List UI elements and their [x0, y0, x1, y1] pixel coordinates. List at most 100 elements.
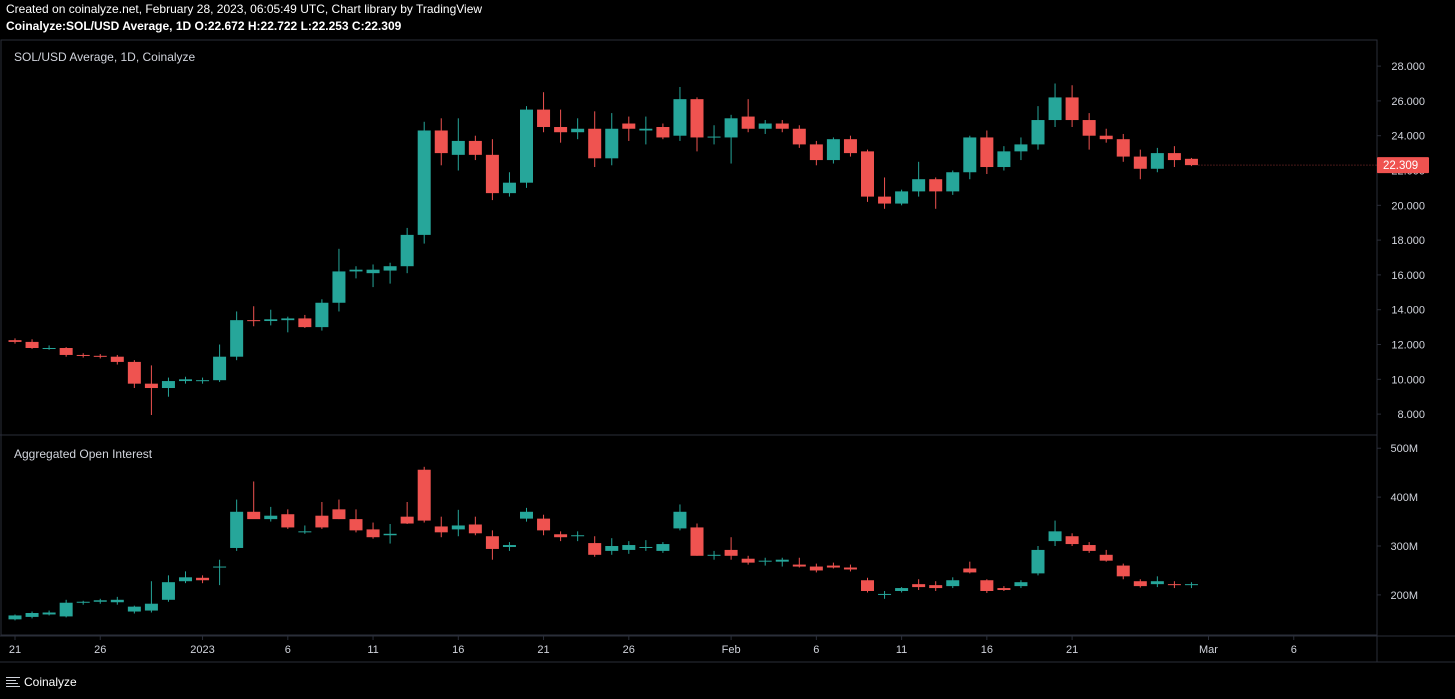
price-candle — [1116, 139, 1130, 157]
oi-candle — [264, 515, 278, 520]
time-axis-tick-label: Feb — [722, 644, 741, 656]
price-candle — [843, 139, 857, 154]
price-candle — [656, 127, 670, 138]
oi-candle — [792, 564, 806, 567]
oi-candle — [298, 531, 312, 533]
price-candle — [161, 381, 175, 389]
price-candle — [1082, 120, 1096, 136]
oi-candle — [1031, 549, 1045, 574]
menu-icon[interactable] — [6, 677, 20, 687]
price-candle — [520, 109, 533, 183]
time-axis-tick-label: 11 — [367, 644, 378, 656]
price-candle — [1065, 97, 1079, 121]
oi-candle — [485, 536, 499, 549]
price-candle — [1048, 97, 1062, 121]
price-candle — [179, 379, 192, 382]
price-candle — [929, 179, 943, 192]
oi-candle — [93, 600, 107, 602]
oi-candle — [349, 519, 363, 531]
time-axis-tick-label: 21 — [537, 644, 549, 656]
price-candle — [690, 99, 704, 138]
price-candle — [93, 355, 107, 357]
price-candle — [1150, 153, 1164, 169]
price-candle — [878, 196, 892, 204]
oi-candle — [8, 615, 22, 620]
price-candle — [332, 271, 346, 303]
price-candle — [895, 191, 909, 204]
oi-candle — [76, 601, 90, 603]
oi-candle — [144, 603, 158, 611]
price-candle — [571, 128, 585, 133]
price-candle — [724, 118, 738, 138]
price-candle — [554, 127, 568, 133]
oi-candles — [8, 466, 1198, 621]
price-candles — [8, 83, 1198, 415]
oi-candle — [775, 559, 789, 562]
oi-candle — [59, 602, 73, 617]
price-candle — [485, 154, 499, 194]
oi-candle — [179, 577, 192, 582]
oi-candle — [1065, 536, 1079, 545]
price-candle — [59, 347, 73, 355]
chart-frame — [0, 39, 1378, 636]
oi-candle — [809, 566, 823, 571]
price-candle — [127, 361, 141, 384]
oi-candle — [383, 533, 397, 536]
price-candle — [417, 130, 431, 235]
oi-candle — [861, 580, 874, 591]
price-axis-tick-label: 28.000 — [1391, 61, 1425, 73]
oi-candle — [502, 545, 516, 547]
oi-candle — [1116, 565, 1130, 577]
price-candle — [912, 179, 926, 192]
oi-candle — [451, 525, 465, 530]
oi-candle — [281, 514, 295, 528]
oi-candle — [247, 511, 261, 520]
price-axis-tick-label: 24.000 — [1391, 131, 1425, 143]
oi-candle — [605, 546, 619, 551]
last-price-label: 22.309 — [1383, 160, 1418, 172]
price-candle — [76, 354, 90, 356]
price-candle — [775, 123, 789, 129]
oi-candle — [332, 509, 346, 520]
footer-brand-label: Coinalyze — [24, 675, 77, 689]
footer-brand[interactable]: Coinalyze — [6, 675, 77, 689]
price-candle — [1133, 156, 1147, 169]
price-candle — [281, 318, 295, 321]
oi-candle — [622, 545, 636, 550]
price-candle — [383, 266, 397, 271]
price-axis-tick-label: 14.000 — [1391, 305, 1425, 317]
oi-candle — [912, 584, 926, 588]
oi-candle — [673, 511, 687, 529]
price-candle — [537, 109, 551, 128]
oi-candle — [110, 599, 124, 603]
time-axis-tick-label: 16 — [981, 644, 993, 656]
oi-candle — [1167, 584, 1181, 586]
oi-candle — [400, 516, 414, 524]
oi-pane-title: Aggregated Open Interest — [14, 447, 153, 461]
price-candle — [25, 341, 39, 348]
price-candle — [110, 356, 124, 362]
oi-candle — [895, 588, 909, 591]
price-axis-tick-label: 8.000 — [1397, 409, 1425, 421]
time-axis-tick-label: 21 — [1066, 644, 1078, 656]
time-axis-tick-label: 16 — [452, 644, 464, 656]
chart-source-caption: Created on coinalyze.net, February 28, 2… — [6, 2, 483, 16]
oi-candle — [690, 527, 704, 556]
price-candle — [1031, 120, 1045, 145]
price-candle — [264, 319, 278, 322]
oi-candle — [758, 560, 772, 562]
oi-candle — [946, 580, 960, 587]
oi-candle — [724, 549, 738, 556]
price-axis-tick-label: 16.000 — [1391, 270, 1425, 282]
oi-candle — [571, 535, 585, 537]
oi-candle — [537, 518, 551, 531]
time-axis-tick-label: 21 — [9, 644, 21, 656]
price-candle — [758, 123, 772, 129]
price-candle — [639, 128, 653, 131]
oi-candle — [25, 612, 39, 617]
oi-candle — [366, 529, 380, 538]
price-candle — [1184, 158, 1198, 166]
oi-candle — [826, 565, 840, 568]
time-axis-tick-label: 6 — [1291, 644, 1297, 656]
